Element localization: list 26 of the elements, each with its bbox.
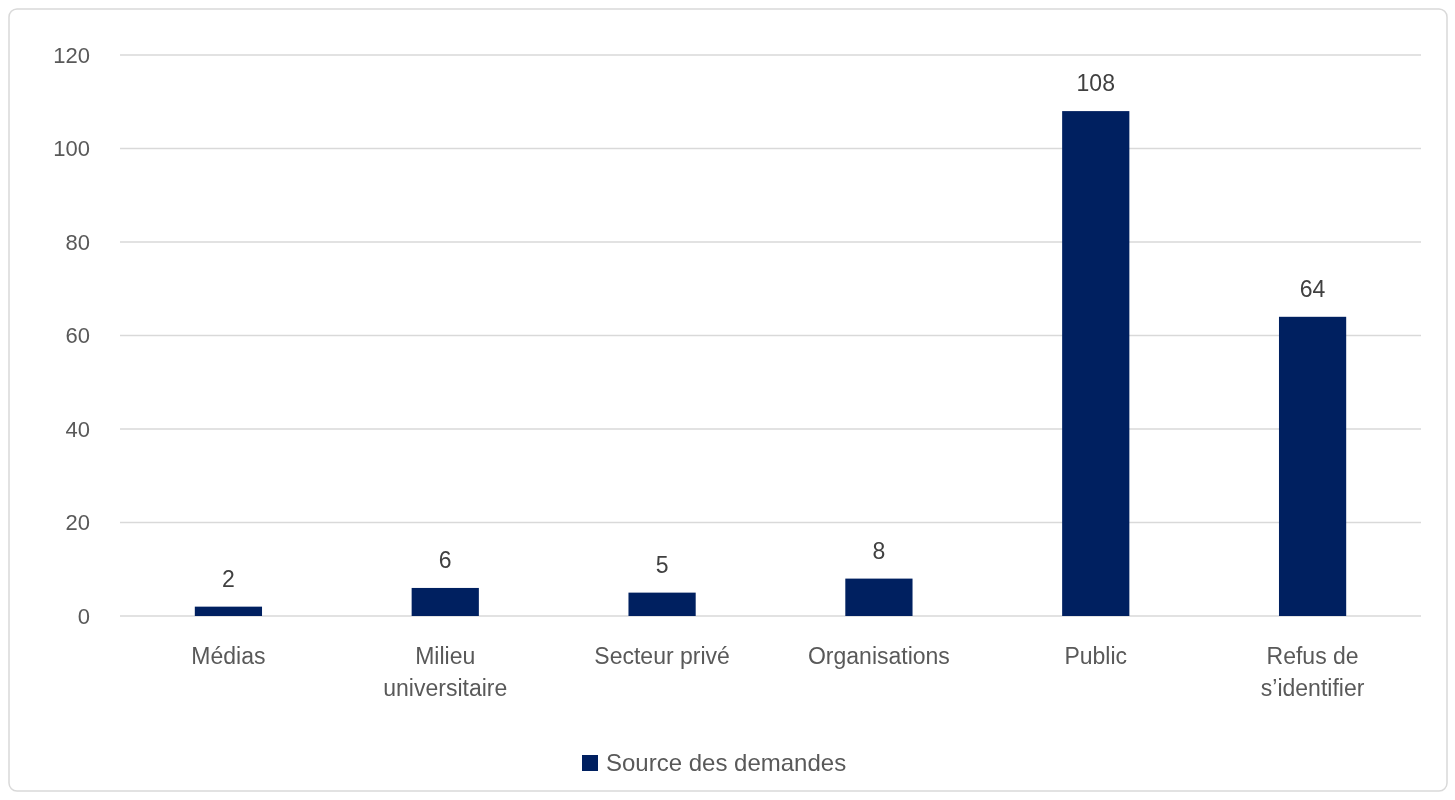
x-tick-label: Public <box>1064 643 1128 669</box>
legend-label: Source des demandes <box>606 749 847 777</box>
x-tick-label: Organisations <box>807 643 950 669</box>
data-label: 108 <box>1076 70 1115 97</box>
data-label: 64 <box>1299 275 1326 302</box>
y-tick-label: 60 <box>65 323 90 349</box>
x-tick-label: Milieu universitaire <box>383 643 508 701</box>
bar <box>845 578 913 616</box>
data-label: 2 <box>222 565 235 592</box>
data-label: 6 <box>438 546 452 573</box>
y-tick-label: 80 <box>65 229 90 255</box>
bar <box>194 606 263 616</box>
x-tick-label: Refus de s’identifier <box>1260 643 1365 701</box>
y-tick-label: 100 <box>53 136 90 162</box>
y-tick-label: 40 <box>65 416 90 442</box>
y-tick-label: 120 <box>53 42 90 68</box>
data-label: 8 <box>872 537 886 564</box>
x-tick-label: Secteur privé <box>594 643 730 669</box>
y-tick-label: 0 <box>77 603 90 629</box>
bar <box>411 587 479 616</box>
data-label: 5 <box>655 551 669 578</box>
bar <box>628 592 696 616</box>
bar <box>1278 316 1347 616</box>
bar <box>1062 111 1130 616</box>
x-tick-label: Médias <box>191 643 266 669</box>
y-tick-label: 20 <box>65 510 90 536</box>
